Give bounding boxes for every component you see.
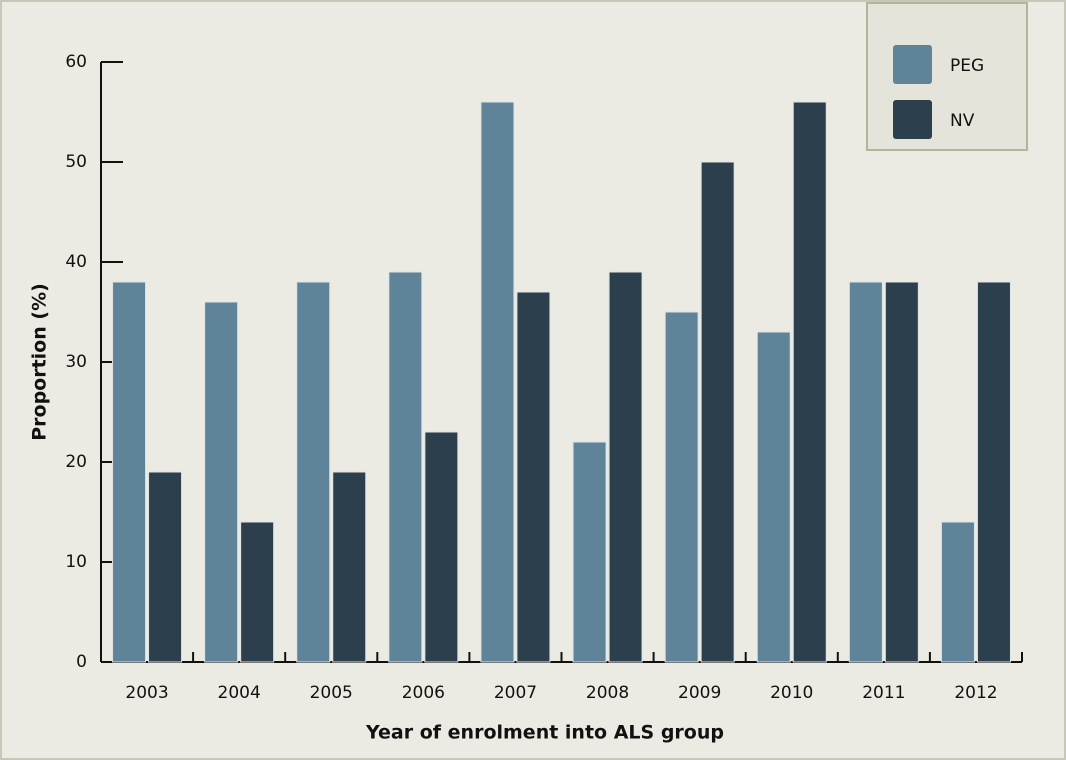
y-axis-label: Proportion (%) [29,283,51,441]
y-tick-label: 30 [65,352,87,372]
legend-label: NV [950,111,975,131]
y-tick-label: 20 [65,452,87,472]
bar [296,281,331,663]
y-tick-label: 10 [65,552,87,572]
bar [572,441,607,663]
bar [240,521,275,663]
x-tick-label: 2008 [586,683,629,703]
x-tick-label: 2011 [862,683,905,703]
legend-swatch [893,45,932,84]
bar [884,281,919,663]
x-tick-label: 2010 [770,683,813,703]
y-tick-label: 40 [65,252,87,272]
legend-swatch [893,100,932,139]
legend-label: PEG [950,56,984,76]
bar [480,101,515,663]
bar [608,271,643,663]
bar [792,101,827,663]
bar [388,271,423,663]
x-tick-label: 2004 [218,683,261,703]
bar [976,281,1011,663]
x-tick-label: 2005 [310,683,353,703]
x-axis-label: Year of enrolment into ALS group [365,722,724,744]
bar [940,521,975,663]
x-tick-label: 2009 [678,683,721,703]
y-tick-label: 50 [65,152,87,172]
bar [664,311,699,663]
bar [332,471,367,663]
x-tick-label: 2012 [954,683,997,703]
bar [848,281,883,663]
legend-box [866,2,1028,151]
x-tick-label: 2007 [494,683,537,703]
bar [516,291,551,663]
y-tick-label: 60 [65,52,87,72]
bar [700,161,735,663]
y-tick-label: 0 [76,652,87,672]
bar [756,331,791,663]
bar [112,281,147,663]
x-tick-label: 2003 [125,683,168,703]
bar [148,471,183,663]
x-tick-label: 2006 [402,683,445,703]
bar [204,301,239,663]
bar [424,431,459,663]
